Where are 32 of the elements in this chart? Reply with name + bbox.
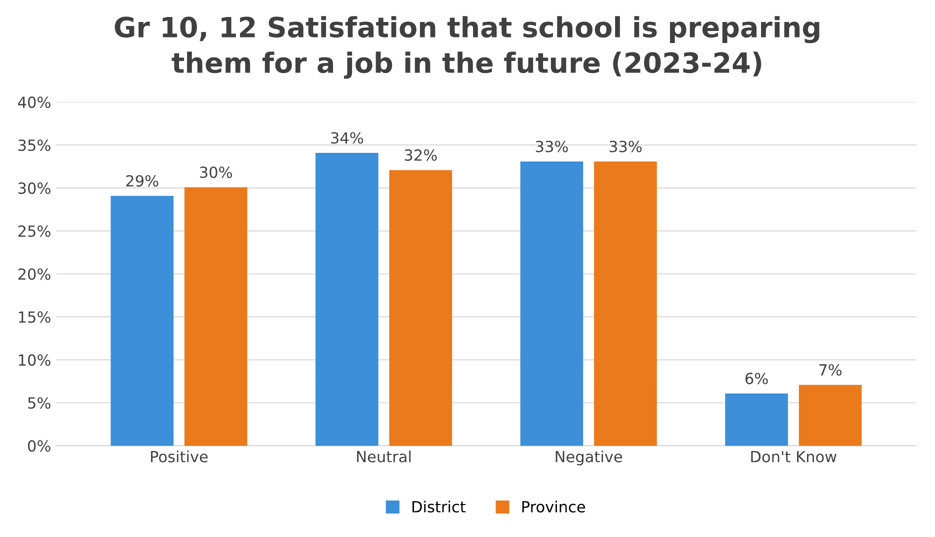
y-tick-label: 25% xyxy=(18,225,50,237)
y-tick-label: 0% xyxy=(28,440,50,452)
y-tick-label: 15% xyxy=(18,311,50,323)
bar xyxy=(594,161,657,446)
x-tick-label: Negative xyxy=(556,450,622,466)
x-tick-label: Positive xyxy=(151,450,208,462)
bar xyxy=(184,187,248,446)
y-tick-label: 5% xyxy=(28,397,50,409)
bar xyxy=(110,196,174,446)
data-label: 32% xyxy=(404,149,437,161)
bar xyxy=(389,170,452,446)
bar xyxy=(725,393,788,446)
data-label: 29% xyxy=(126,175,158,187)
bar xyxy=(316,152,378,446)
y-tick-label: 35% xyxy=(18,139,50,152)
bar xyxy=(798,384,862,446)
y-tick-label: 40% xyxy=(18,96,50,108)
legend-label: District xyxy=(412,500,466,513)
data-label: 34% xyxy=(331,132,364,144)
y-tick-label: 10% xyxy=(18,354,50,366)
data-label: 6% xyxy=(745,372,768,384)
chart-title: Gr 10, 12 Satisfation that school is preparing them for a job in the future (2023-24) xyxy=(114,16,820,79)
x-tick-label: Don't Know xyxy=(751,451,836,462)
bar xyxy=(520,161,584,446)
y-tick-label: 20% xyxy=(18,268,50,280)
y-tick-label: 30% xyxy=(18,182,50,194)
x-tick-label: Neutral xyxy=(357,450,411,462)
data-label: 7% xyxy=(819,364,842,376)
data-label: 33% xyxy=(610,140,642,152)
data-label: 30% xyxy=(200,166,232,178)
data-label: 33% xyxy=(536,140,568,152)
legend-label: Province xyxy=(522,500,586,513)
